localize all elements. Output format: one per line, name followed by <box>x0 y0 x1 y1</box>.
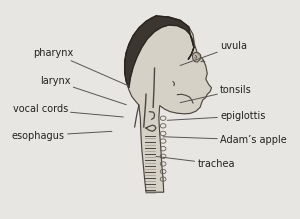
Text: uvula: uvula <box>180 41 247 65</box>
Text: esophagus: esophagus <box>12 131 112 141</box>
Text: tonsils: tonsils <box>180 85 252 103</box>
Polygon shape <box>192 53 201 62</box>
Text: Adam’s apple: Adam’s apple <box>163 135 287 145</box>
Text: pharynx: pharynx <box>33 48 129 86</box>
Text: epiglottis: epiglottis <box>167 111 266 121</box>
Text: vocal cords: vocal cords <box>13 104 123 117</box>
Polygon shape <box>125 16 194 88</box>
Polygon shape <box>125 16 212 192</box>
Text: trachea: trachea <box>156 156 235 169</box>
Text: larynx: larynx <box>40 76 126 105</box>
